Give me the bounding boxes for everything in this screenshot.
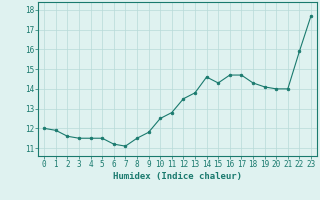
X-axis label: Humidex (Indice chaleur): Humidex (Indice chaleur)	[113, 172, 242, 181]
